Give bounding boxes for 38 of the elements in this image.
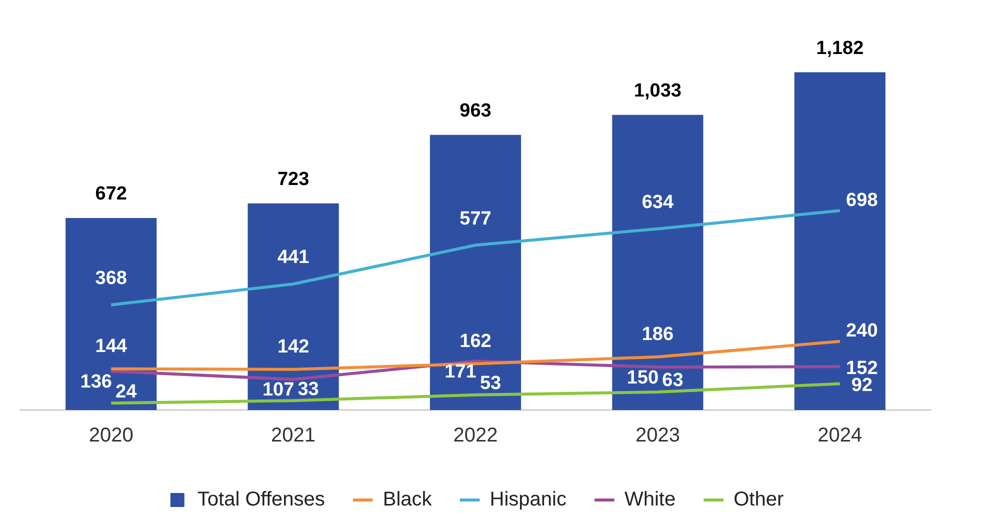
- bar: [612, 114, 704, 410]
- data-label: 24: [116, 381, 138, 402]
- data-label: 577: [460, 208, 492, 230]
- bar: [248, 203, 339, 410]
- legend-label: Black: [382, 488, 433, 511]
- legend-label: Other: [734, 488, 784, 511]
- data-label: 240: [846, 320, 878, 342]
- data-label: 107: [262, 380, 294, 401]
- bar: [794, 72, 886, 410]
- data-label: 63: [662, 370, 684, 392]
- data-label: 441: [277, 247, 310, 268]
- data-label: 53: [480, 373, 502, 394]
- data-label: 186: [642, 324, 674, 346]
- data-label: 1,182: [816, 38, 864, 60]
- legend-label: Total Offenses: [197, 488, 325, 511]
- bar: [430, 134, 522, 410]
- data-label: 368: [95, 268, 127, 290]
- data-label: 698: [846, 190, 878, 211]
- x-tick-label: 2022: [453, 424, 498, 447]
- data-label: 723: [277, 169, 310, 190]
- data-label: 162: [460, 330, 492, 352]
- x-tick-label: 2021: [271, 424, 316, 447]
- data-label: 1,033: [634, 80, 682, 102]
- data-label: 142: [277, 336, 310, 358]
- x-tick-label: 2020: [88, 424, 134, 447]
- data-label: 144: [95, 336, 128, 358]
- data-label: 634: [642, 192, 674, 214]
- x-tick-label: 2024: [818, 424, 862, 447]
- data-label: 136: [80, 371, 112, 392]
- x-tick-label: 2023: [635, 424, 680, 447]
- data-label: 150: [626, 367, 659, 388]
- bar: [66, 218, 157, 410]
- data-label: 33: [298, 378, 319, 400]
- data-label: 672: [95, 184, 127, 205]
- legend-label: Hispanic: [490, 488, 566, 511]
- data-label: 171: [444, 361, 477, 382]
- data-label: 963: [460, 100, 492, 122]
- legend-label: White: [624, 488, 676, 511]
